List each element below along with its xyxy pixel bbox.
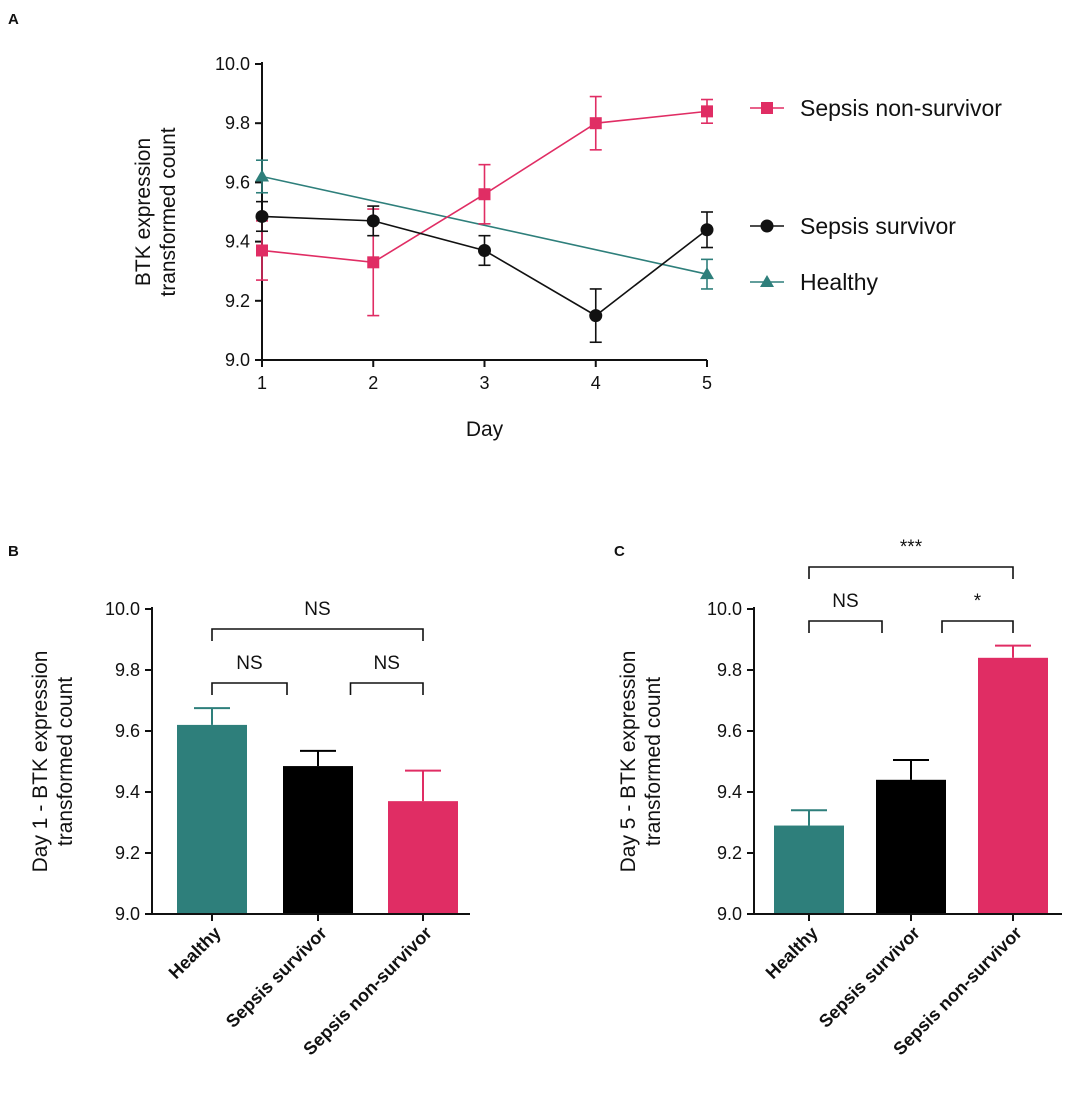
y-axis-title-line: Day 1 - BTK expression <box>29 651 52 873</box>
data-point <box>760 275 774 287</box>
series-healthy <box>255 159 714 290</box>
y-axis-title: Day 5 - BTK expression transformed count <box>617 651 665 873</box>
bar <box>876 779 946 914</box>
panel-label-b: B <box>8 543 19 560</box>
significance-label: NS <box>304 599 330 620</box>
y-tick-label: 9.8 <box>717 660 742 680</box>
data-point <box>701 105 713 118</box>
series-line <box>261 175 708 275</box>
legend-item: Sepsis non-survivor <box>750 95 1002 121</box>
x-axis-title: Day <box>466 418 504 441</box>
y-tick-label: 9.6 <box>225 172 250 192</box>
data-point <box>589 309 603 323</box>
x-tick-label: 3 <box>479 373 489 393</box>
y-axis-title-line: BTK expression <box>132 138 155 286</box>
data-point <box>256 244 268 257</box>
y-tick-label: 9.6 <box>717 721 742 741</box>
data-point <box>255 209 269 223</box>
x-tick-label: 4 <box>591 373 601 393</box>
category-label: Healthy <box>762 923 822 983</box>
bar <box>978 657 1048 914</box>
category-label: Healthy <box>165 923 225 983</box>
y-axis-title-line: Day 5 - BTK expression <box>617 651 640 873</box>
data-point <box>366 214 380 228</box>
data-point <box>761 102 773 114</box>
legend-label: Sepsis survivor <box>800 213 956 239</box>
y-axis-title-line: transformed count <box>642 677 665 846</box>
data-point <box>255 169 269 182</box>
data-point <box>478 188 491 201</box>
category-label: Sepsis survivor <box>815 923 924 1032</box>
significance-label: * <box>974 591 982 612</box>
y-tick-label: 10.0 <box>707 599 742 619</box>
panel-label-c: C <box>614 543 625 560</box>
significance-bracket: NS <box>211 599 424 641</box>
bracket-line <box>808 566 1014 579</box>
bar <box>177 724 247 914</box>
bar <box>283 766 353 914</box>
significance-bracket: *** <box>808 537 1014 579</box>
significance-label: NS <box>374 653 400 674</box>
data-point <box>478 243 491 257</box>
significance-bracket: NS <box>349 653 424 695</box>
x-tick-label: 2 <box>368 373 378 393</box>
panel-label-a: A <box>8 11 19 28</box>
data-point <box>589 117 602 130</box>
bracket-line <box>211 628 424 641</box>
data-point <box>700 223 714 237</box>
y-tick-label: 9.2 <box>717 843 742 863</box>
y-tick-label: 9.8 <box>115 660 140 680</box>
y-tick-label: 9.0 <box>115 904 140 924</box>
y-tick-label: 9.4 <box>115 782 140 802</box>
significance-bracket: * <box>941 591 1014 633</box>
y-axis-title: Day 1 - BTK expression transformed count <box>29 651 77 873</box>
data-point <box>760 219 774 233</box>
y-tick-label: 9.4 <box>717 782 742 802</box>
y-tick-label: 9.0 <box>717 904 742 924</box>
x-tick-label: 1 <box>257 373 267 393</box>
legend-item: Healthy <box>750 269 878 295</box>
y-tick-label: 9.0 <box>225 350 250 370</box>
bar <box>774 825 844 914</box>
y-tick-label: 10.0 <box>215 54 250 74</box>
y-axis-title-line: transformed count <box>54 677 77 846</box>
y-tick-label: 9.8 <box>225 113 250 133</box>
bracket-line <box>808 620 883 633</box>
y-tick-label: 9.6 <box>115 721 140 741</box>
significance-label: NS <box>236 653 262 674</box>
legend-item: Sepsis survivor <box>750 213 956 239</box>
panel-a: A 9.0 9.2 9.4 9.6 9.8 10.0 1 2 3 4 5 Day BTK expressi… <box>8 11 1002 441</box>
y-tick-label: 9.4 <box>225 232 250 252</box>
series-sepsis-non-survivor <box>256 95 713 317</box>
y-axis-title: BTK expression transformed count <box>132 127 180 296</box>
legend-label: Healthy <box>800 269 878 295</box>
data-point <box>700 267 714 280</box>
bar <box>388 801 458 914</box>
bracket-line <box>941 620 1014 633</box>
y-tick-label: 10.0 <box>105 599 140 619</box>
significance-bracket: NS <box>211 653 288 695</box>
bracket-line <box>349 682 424 695</box>
bracket-line <box>211 682 288 695</box>
significance-label: NS <box>832 591 858 612</box>
y-axis-title-line: transformed count <box>157 127 180 296</box>
category-label: Sepsis survivor <box>222 923 331 1032</box>
legend-label: Sepsis non-survivor <box>800 95 1002 121</box>
x-tick-label: 5 <box>702 373 712 393</box>
y-tick-label: 9.2 <box>225 291 250 311</box>
data-point <box>367 256 380 269</box>
series-sepsis-survivor <box>255 200 714 344</box>
y-tick-label: 9.2 <box>115 843 140 863</box>
significance-bracket: NS <box>808 591 883 633</box>
significance-label: *** <box>900 537 923 558</box>
